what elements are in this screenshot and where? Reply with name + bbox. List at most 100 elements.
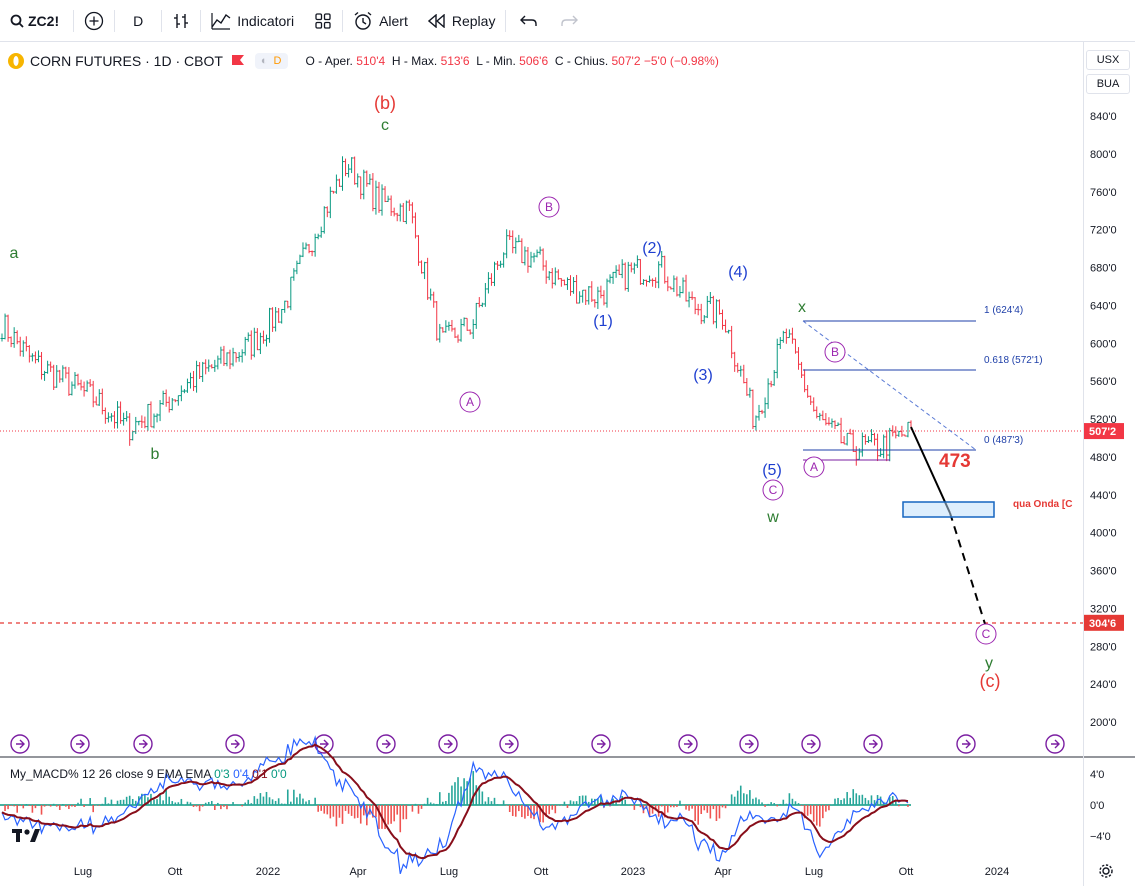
time-label-2024: 2024 xyxy=(985,866,1009,878)
price-bar xyxy=(271,307,275,332)
price-bar xyxy=(331,190,335,194)
price-bar xyxy=(882,434,886,459)
price-bar xyxy=(301,242,305,258)
event-marker-icon[interactable] xyxy=(499,734,519,754)
price-bar xyxy=(724,319,728,333)
price-bar xyxy=(131,431,135,441)
price-bar xyxy=(319,226,323,238)
price-bar xyxy=(611,271,615,284)
event-marker-icon[interactable] xyxy=(10,734,30,754)
chart-type-button[interactable] xyxy=(162,0,200,42)
price-bar xyxy=(517,234,521,243)
wave-label-c: c xyxy=(381,117,389,134)
price-bar xyxy=(91,380,95,408)
price-bar xyxy=(268,307,272,343)
time-axis[interactable]: Lug Ott 2022 Apr Lug Ott 2023 Apr Lug Ot… xyxy=(74,866,1009,878)
price-axis[interactable]: 840'0 800'0 760'0 720'0 680'0 640'0 600'0 560'0… xyxy=(1083,42,1135,886)
event-marker-icon[interactable] xyxy=(314,734,334,754)
target-price-tag-label: 304'6 xyxy=(1089,618,1116,630)
price-bar xyxy=(395,212,399,222)
timeframe-button[interactable]: D xyxy=(133,12,144,29)
price-bar xyxy=(541,248,545,271)
currency-button[interactable]: USX xyxy=(1086,50,1130,70)
price-bar xyxy=(188,372,192,389)
event-marker-icon[interactable] xyxy=(801,734,821,754)
divider xyxy=(114,9,116,32)
price-bar xyxy=(12,327,16,348)
price-bar xyxy=(109,413,113,422)
replay-button[interactable]: Replay xyxy=(418,0,506,42)
indicators-button[interactable]: Indicatori xyxy=(201,0,304,42)
alert-button[interactable]: Alert xyxy=(343,0,418,42)
event-marker-icon[interactable] xyxy=(678,734,698,754)
price-bar xyxy=(176,395,180,406)
divider xyxy=(505,9,507,32)
price-bar xyxy=(453,327,457,339)
price-bar xyxy=(608,274,612,284)
macd-tick-0: 0'0 xyxy=(1090,800,1104,812)
event-marker-icon[interactable] xyxy=(591,734,611,754)
event-marker-icon[interactable] xyxy=(376,734,396,754)
settings-button[interactable] xyxy=(1098,863,1114,884)
price-bar xyxy=(818,412,822,421)
event-marker-icon[interactable] xyxy=(863,734,883,754)
undo-button[interactable] xyxy=(506,0,552,42)
macd-pane[interactable] xyxy=(0,735,911,874)
price-bar xyxy=(590,281,594,302)
compare-button[interactable] xyxy=(74,0,114,42)
price-tick-label: 480'0 xyxy=(1090,452,1117,464)
price-bar xyxy=(511,230,515,254)
price-bar xyxy=(119,401,123,424)
price-bar xyxy=(207,359,211,372)
event-marker-icon[interactable] xyxy=(739,734,759,754)
divider xyxy=(200,9,202,32)
events-row[interactable] xyxy=(10,734,1065,754)
unit-button[interactable]: BUA xyxy=(1086,74,1130,94)
price-bar xyxy=(827,417,831,426)
price-bar xyxy=(325,206,329,218)
redo-button[interactable] xyxy=(552,0,586,42)
price-chart[interactable]: 1 (624'4) 0.618 (572'1) 0 (487'3) qua On… xyxy=(0,42,1135,886)
price-bar xyxy=(137,420,141,426)
price-bar xyxy=(760,409,764,415)
price-bar xyxy=(641,279,645,285)
price-bar xyxy=(362,169,366,200)
price-bar xyxy=(328,186,332,219)
event-marker-icon[interactable] xyxy=(438,734,458,754)
projection-solid xyxy=(910,426,951,514)
wave-circle-a2 xyxy=(803,456,825,478)
price-bar xyxy=(55,365,59,388)
price-bar xyxy=(274,307,278,332)
price-bar xyxy=(356,173,360,188)
event-marker-icon[interactable] xyxy=(225,734,245,754)
event-marker-icon[interactable] xyxy=(133,734,153,754)
wave-label-b: b xyxy=(151,446,160,463)
delay-badge[interactable]: ◐ D xyxy=(254,53,288,69)
tradingview-logo[interactable] xyxy=(12,826,44,849)
symbol-search-button[interactable]: ZC2! xyxy=(0,0,73,42)
macd-line xyxy=(1,735,909,874)
price-bar xyxy=(261,330,265,344)
price-bar xyxy=(885,430,889,462)
target-zone-box[interactable] xyxy=(902,501,995,518)
divider xyxy=(342,9,344,32)
symbol-logo-icon xyxy=(8,53,24,69)
price-bar xyxy=(842,436,846,445)
layouts-button[interactable] xyxy=(304,0,342,42)
chart-area[interactable]: 1 (624'4) 0.618 (572'1) 0 (487'3) qua On… xyxy=(0,42,1135,886)
price-bar xyxy=(672,275,676,293)
price-bar xyxy=(52,364,56,390)
price-bar xyxy=(377,181,381,213)
event-marker-icon[interactable] xyxy=(956,734,976,754)
price-bar xyxy=(292,268,296,281)
event-marker-icon[interactable] xyxy=(70,734,90,754)
price-tick-label: 520'0 xyxy=(1090,414,1117,426)
price-bar xyxy=(149,401,153,428)
search-icon xyxy=(10,14,24,28)
close-label: C - Chius. xyxy=(554,54,609,68)
price-bar xyxy=(648,275,652,283)
price-bar xyxy=(781,330,785,343)
event-marker-icon[interactable] xyxy=(1045,734,1065,754)
price-bar xyxy=(423,261,427,280)
price-bar xyxy=(651,278,655,287)
